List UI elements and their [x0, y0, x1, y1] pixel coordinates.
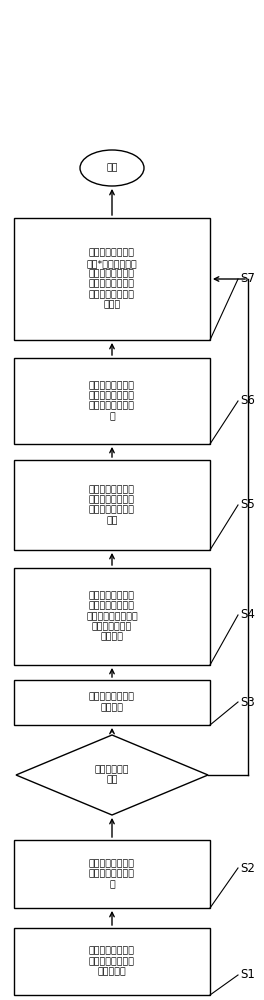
- Text: 根据渗漏油区域边
缘荧光点对应转化
为坐标，生成漏油
图像: 根据渗漏油区域边 缘荧光点对应转化 为坐标，生成漏油 图像: [89, 485, 135, 525]
- Text: S4: S4: [240, 608, 255, 621]
- Text: S1: S1: [240, 968, 255, 982]
- Text: 主控板根据荧光探
测器前后扫描周期
内荧光信号的变化，
准确识别渗漏油
区域轮廓: 主控板根据荧光探 测器前后扫描周期 内荧光信号的变化， 准确识别渗漏油 区域轮廓: [86, 591, 138, 642]
- Text: 荧光探测器获取变
压器本体的荧光信
号: 荧光探测器获取变 压器本体的荧光信 号: [89, 859, 135, 889]
- Ellipse shape: [80, 150, 144, 186]
- Text: S6: S6: [240, 394, 255, 408]
- Text: 切换到所述单点荧
光激发源: 切换到所述单点荧 光激发源: [89, 693, 135, 712]
- Text: 计算出变压器渗漏
油面积检测仪与渗
漏油区域之间的距
离: 计算出变压器渗漏 油面积检测仪与渗 漏油区域之间的距 离: [89, 381, 135, 421]
- Text: 结束: 结束: [106, 163, 118, 172]
- Bar: [14, 460, 210, 550]
- Text: S2: S2: [240, 861, 255, 874]
- Text: 是否有渗漏油
区域: 是否有渗漏油 区域: [95, 765, 129, 785]
- Bar: [14, 840, 210, 908]
- Bar: [14, 568, 210, 665]
- Bar: [14, 358, 210, 444]
- Polygon shape: [16, 735, 208, 815]
- Text: S5: S5: [240, 498, 255, 512]
- Bar: [14, 928, 210, 995]
- Text: 环形荧光激发源发
出的紫外线照射到
变压器本体: 环形荧光激发源发 出的紫外线照射到 变压器本体: [89, 947, 135, 976]
- Text: S3: S3: [240, 696, 255, 708]
- Bar: [14, 680, 210, 725]
- Bar: [14, 218, 210, 340]
- Text: S7: S7: [240, 272, 255, 286]
- Text: 将漏油图像的面积
（长*宽）设为参考
面积，将参考面积
内左下点设为基准
点，计算漏油图像
的面积: 将漏油图像的面积 （长*宽）设为参考 面积，将参考面积 内左下点设为基准 点，计…: [87, 248, 137, 310]
